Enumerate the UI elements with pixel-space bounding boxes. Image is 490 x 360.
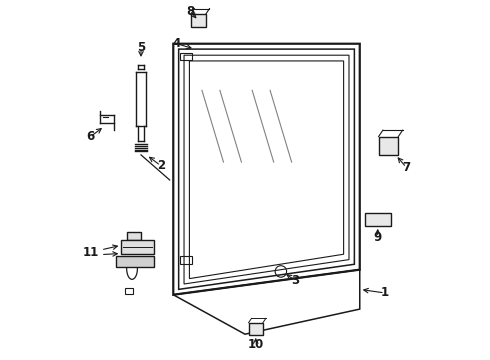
Bar: [379, 136, 398, 155]
Bar: [125, 288, 133, 294]
Bar: [365, 213, 391, 226]
Text: 9: 9: [373, 231, 382, 244]
Bar: [122, 240, 153, 253]
Text: 3: 3: [291, 274, 299, 287]
Text: 10: 10: [247, 338, 264, 351]
Text: 7: 7: [402, 161, 411, 174]
Text: 11: 11: [83, 246, 99, 259]
Text: 5: 5: [137, 41, 145, 54]
Text: 4: 4: [173, 37, 181, 50]
Bar: [116, 256, 153, 267]
Text: 1: 1: [381, 287, 389, 300]
Bar: [126, 232, 141, 240]
Bar: [191, 14, 206, 27]
Text: 6: 6: [86, 130, 94, 144]
Text: 2: 2: [157, 159, 165, 172]
Bar: [248, 323, 263, 335]
Text: 8: 8: [186, 5, 195, 18]
